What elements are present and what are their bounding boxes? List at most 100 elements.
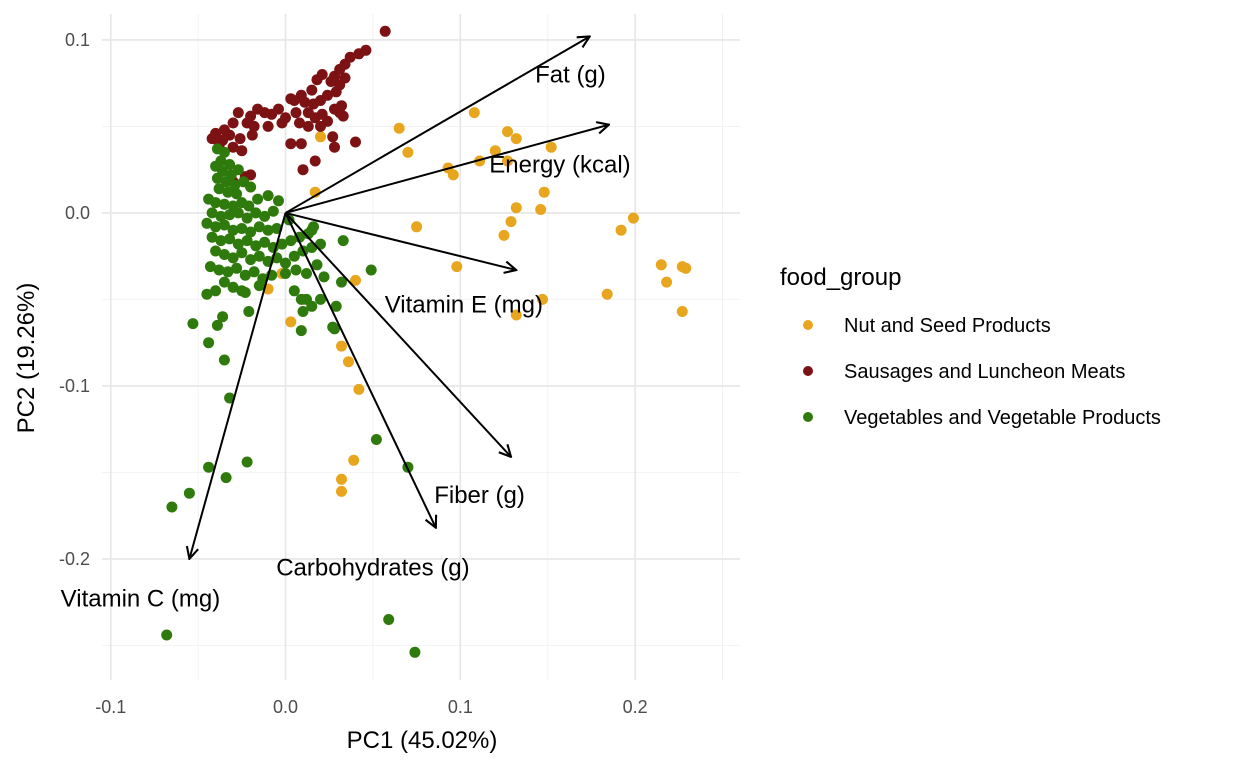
point-veg: [218, 146, 230, 158]
point-veg: [285, 235, 297, 247]
point-veg: [241, 212, 253, 224]
point-veg: [203, 337, 215, 349]
point-sausage: [246, 129, 258, 141]
point-veg: [218, 219, 230, 231]
point-veg: [262, 224, 274, 236]
point-sausage: [232, 107, 244, 119]
loading-vector: Fiber (g): [284, 212, 525, 509]
point-veg: [213, 183, 225, 195]
point-veg: [253, 280, 265, 292]
point-veg: [232, 164, 244, 176]
point-sausage: [337, 110, 349, 122]
point-nut: [315, 131, 326, 143]
point-veg: [245, 226, 257, 238]
point-nut: [336, 485, 347, 497]
point-veg: [210, 197, 222, 209]
point-sausage: [236, 145, 248, 157]
point-veg: [204, 261, 216, 273]
point-veg: [211, 172, 223, 184]
point-veg: [201, 288, 213, 300]
point-veg: [161, 629, 173, 641]
point-veg: [239, 269, 251, 281]
loading-label: Carbohydrates (g): [276, 555, 469, 582]
point-veg: [206, 207, 218, 219]
point-sausage: [350, 136, 361, 148]
point-veg: [276, 238, 288, 250]
point-nut: [285, 316, 297, 328]
point-nut: [680, 262, 692, 274]
x-tick-label: 0.2: [623, 697, 648, 717]
point-sausage: [252, 103, 264, 115]
loading-arrow: [285, 125, 609, 214]
point-nut: [411, 221, 423, 233]
point-nut: [336, 340, 347, 352]
legend-key-veg: [803, 412, 813, 422]
point-veg: [236, 223, 248, 234]
point-veg: [245, 254, 257, 266]
point-veg: [224, 233, 236, 245]
point-veg: [259, 210, 271, 222]
point-veg: [248, 266, 260, 278]
point-veg: [337, 235, 349, 247]
point-veg: [273, 195, 284, 207]
point-sausage: [306, 84, 318, 96]
point-sausage: [294, 117, 305, 129]
legend-entry-nut: Nut and Seed Products: [803, 315, 1051, 337]
point-sausage: [276, 117, 288, 129]
point-veg: [231, 188, 243, 200]
point-sausage: [379, 25, 391, 37]
point-veg: [236, 247, 248, 259]
point-veg: [306, 300, 318, 312]
point-nut: [545, 141, 557, 153]
point-veg: [210, 245, 222, 257]
point-nut: [402, 146, 414, 158]
series-sausage: [206, 25, 391, 188]
point-sausage: [299, 96, 311, 108]
point-sausage: [330, 86, 342, 98]
y-axis-title: PC2 (19.26%): [13, 283, 40, 434]
point-veg: [203, 461, 215, 473]
point-veg: [187, 318, 199, 330]
point-veg: [253, 221, 265, 233]
y-tick-label: 0.0: [65, 203, 90, 223]
point-veg: [267, 205, 279, 217]
point-nut: [510, 133, 522, 145]
point-sausage: [262, 120, 274, 132]
loading-label: Fiber (g): [434, 482, 525, 509]
loading-vectors: Fat (g) Energy (kcal) Vitamin E (mg) Fiber …: [61, 36, 631, 613]
point-nut: [510, 202, 522, 214]
point-nut: [447, 169, 459, 181]
point-veg: [409, 646, 421, 658]
legend-label-veg: Vegetables and Vegetable Products: [844, 407, 1161, 429]
legend-key-sausage: [803, 366, 813, 376]
point-nut: [505, 216, 517, 228]
point-sausage: [329, 141, 340, 153]
point-nut: [510, 309, 522, 321]
point-nut: [489, 145, 501, 157]
point-nut: [627, 212, 639, 224]
point-veg: [262, 190, 274, 202]
point-veg: [215, 235, 227, 247]
point-veg: [243, 306, 255, 317]
point-nut: [343, 356, 354, 368]
point-veg: [206, 231, 218, 243]
point-nut: [468, 107, 480, 119]
point-veg: [210, 221, 222, 233]
point-nut: [502, 126, 513, 138]
series-nut: [245, 107, 692, 497]
point-veg: [222, 186, 234, 198]
loading-label: Vitamin C (mg): [61, 586, 221, 613]
point-veg: [288, 285, 300, 297]
point-sausage: [325, 76, 337, 87]
point-sausage: [302, 120, 314, 132]
loading-label: Fat (g): [535, 62, 606, 89]
loading-vector: Energy (kcal): [285, 125, 631, 214]
point-veg: [259, 236, 271, 248]
point-nut: [676, 306, 688, 317]
point-veg: [211, 319, 223, 331]
point-veg: [224, 159, 236, 170]
point-veg: [224, 209, 236, 221]
point-nut: [451, 261, 463, 273]
point-sausage: [290, 107, 302, 119]
